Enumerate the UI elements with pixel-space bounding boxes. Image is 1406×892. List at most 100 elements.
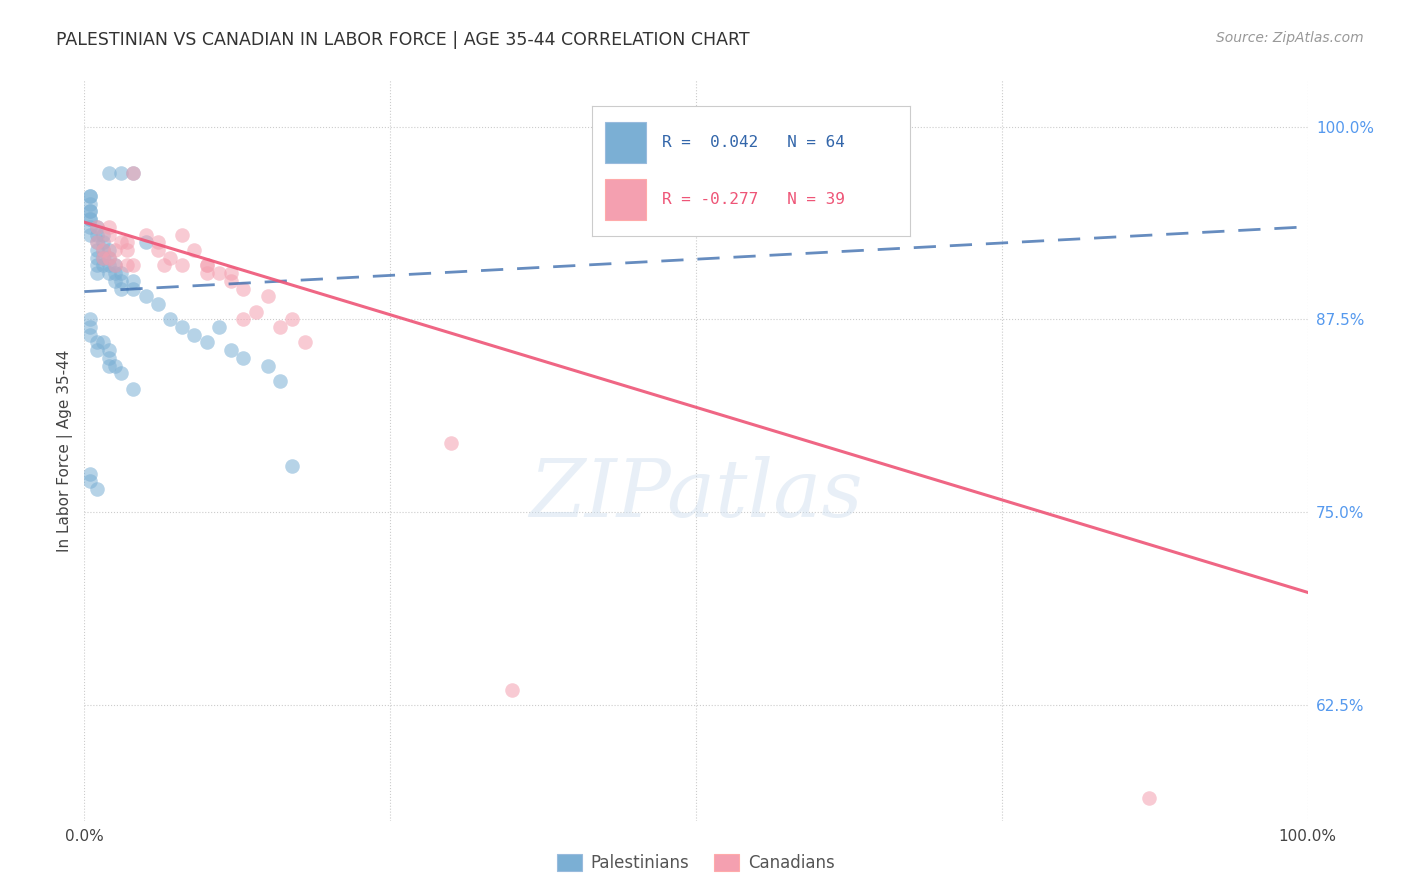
Point	[153, 258, 176, 272]
Point	[172, 258, 194, 272]
Text: Source: ZipAtlas.com: Source: ZipAtlas.com	[1216, 31, 1364, 45]
Point	[257, 289, 280, 303]
Point	[146, 235, 169, 250]
Point	[110, 274, 132, 288]
Point	[79, 219, 101, 234]
Point	[86, 235, 108, 250]
Point	[122, 166, 145, 180]
Point	[79, 320, 101, 334]
Point	[183, 243, 205, 257]
Point	[86, 219, 108, 234]
Point	[269, 374, 291, 388]
Point	[232, 351, 254, 365]
Point	[146, 243, 169, 257]
Point	[86, 335, 108, 350]
Point	[79, 327, 101, 342]
Point	[104, 243, 127, 257]
Point	[79, 189, 101, 203]
Point	[135, 289, 157, 303]
Point	[97, 166, 120, 180]
Point	[86, 251, 108, 265]
Point	[79, 189, 101, 203]
Point	[232, 281, 254, 295]
Point	[91, 251, 114, 265]
Legend: Palestinians, Canadians: Palestinians, Canadians	[551, 847, 841, 879]
Text: PALESTINIAN VS CANADIAN IN LABOR FORCE | AGE 35-44 CORRELATION CHART: PALESTINIAN VS CANADIAN IN LABOR FORCE |…	[56, 31, 749, 49]
Point	[440, 435, 463, 450]
Point	[91, 235, 114, 250]
Point	[91, 227, 114, 242]
Point	[219, 266, 242, 280]
Point	[110, 281, 132, 295]
Point	[79, 196, 101, 211]
Point	[1137, 790, 1160, 805]
Point	[104, 258, 127, 272]
Point	[86, 266, 108, 280]
Point	[91, 251, 114, 265]
Point	[91, 258, 114, 272]
Point	[79, 475, 101, 489]
Point	[219, 274, 242, 288]
Point	[97, 258, 120, 272]
Point	[172, 227, 194, 242]
Point	[79, 204, 101, 219]
Point	[97, 343, 120, 358]
Point	[97, 359, 120, 373]
Point	[104, 258, 127, 272]
Point	[104, 359, 127, 373]
Point	[86, 482, 108, 496]
Point	[122, 281, 145, 295]
Point	[269, 320, 291, 334]
Point	[257, 359, 280, 373]
Point	[232, 312, 254, 326]
Point	[86, 219, 108, 234]
Point	[122, 382, 145, 396]
Point	[208, 320, 231, 334]
Point	[159, 312, 181, 326]
Point	[195, 335, 218, 350]
Point	[79, 467, 101, 481]
Point	[97, 251, 120, 265]
Point	[104, 266, 127, 280]
Point	[110, 266, 132, 280]
Point	[245, 304, 267, 318]
Point	[135, 227, 157, 242]
Point	[79, 227, 101, 242]
Point	[86, 227, 108, 242]
Point	[91, 243, 114, 257]
Text: ZIPatlas: ZIPatlas	[529, 456, 863, 533]
Point	[79, 312, 101, 326]
Point	[110, 166, 132, 180]
Point	[97, 251, 120, 265]
Point	[97, 227, 120, 242]
Point	[115, 235, 138, 250]
Point	[281, 458, 304, 473]
Point	[502, 682, 524, 697]
Point	[159, 251, 181, 265]
Point	[122, 274, 145, 288]
Point	[79, 204, 101, 219]
Point	[86, 343, 108, 358]
Point	[91, 335, 114, 350]
Point	[135, 235, 157, 250]
Y-axis label: In Labor Force | Age 35-44: In Labor Force | Age 35-44	[58, 350, 73, 551]
Point	[79, 212, 101, 227]
Point	[110, 235, 132, 250]
Point	[115, 243, 138, 257]
Point	[97, 219, 120, 234]
Point	[195, 266, 218, 280]
Point	[104, 274, 127, 288]
Point	[294, 335, 316, 350]
Point	[122, 166, 145, 180]
Point	[183, 327, 205, 342]
Point	[281, 312, 304, 326]
Point	[86, 235, 108, 250]
Point	[208, 266, 231, 280]
Point	[195, 258, 218, 272]
Point	[79, 212, 101, 227]
Point	[97, 351, 120, 365]
Point	[195, 258, 218, 272]
Point	[110, 367, 132, 381]
Point	[219, 343, 242, 358]
Point	[115, 258, 138, 272]
